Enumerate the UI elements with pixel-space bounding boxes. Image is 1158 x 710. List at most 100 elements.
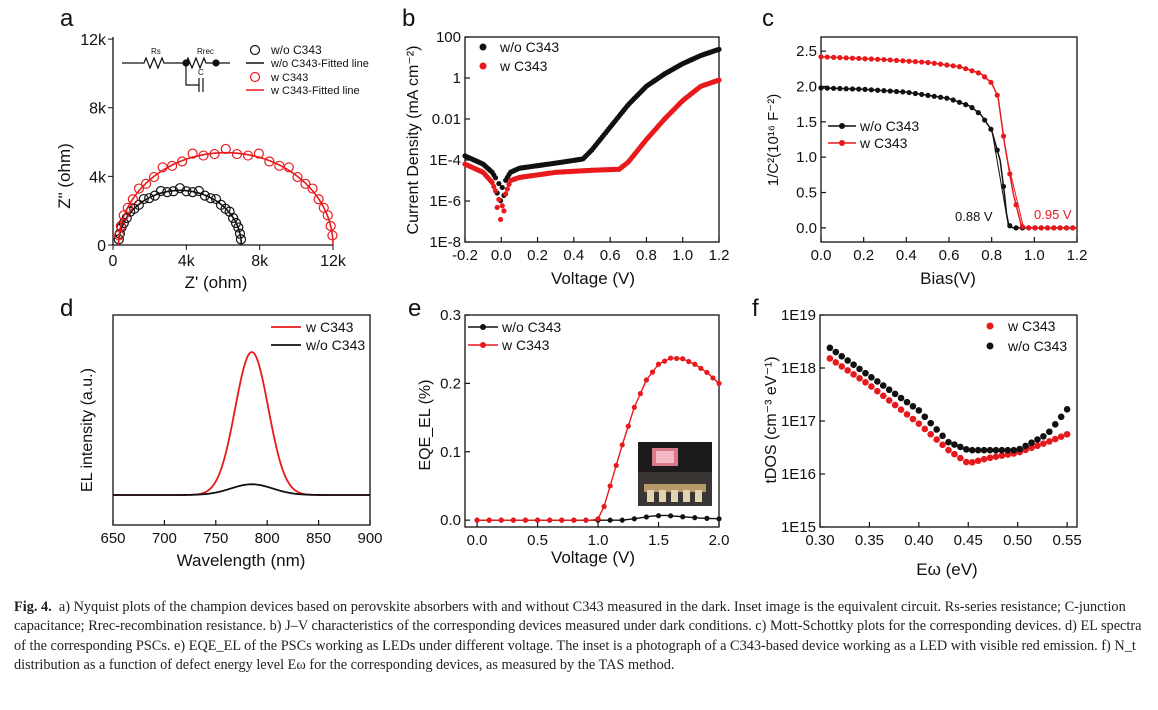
panel-c: c 0.0 0.2 0.4 0.6 0.8 1.0 1.2 0.0 0.5 1.0 1.5 2.0 2.… xyxy=(762,5,1087,288)
data-point xyxy=(499,184,505,191)
legend-b-2: w C343 xyxy=(499,58,548,74)
data-point xyxy=(613,462,619,469)
data-point xyxy=(307,183,318,194)
data-point xyxy=(830,54,837,60)
panel-e-xtick-label: 0.0 xyxy=(467,532,488,549)
panel-d-xtick-label: 800 xyxy=(255,530,280,547)
data-point xyxy=(830,85,837,91)
panel-f-xtick-label: 0.40 xyxy=(904,532,933,549)
data-point xyxy=(931,93,937,99)
panel-c-ytick-label: 1.5 xyxy=(796,114,817,131)
data-point xyxy=(133,183,145,194)
data-point xyxy=(891,401,899,409)
data-point xyxy=(909,415,917,423)
data-point xyxy=(951,450,958,458)
panel-a-ytick-label: 4k xyxy=(89,169,107,186)
data-point xyxy=(891,390,899,398)
data-point xyxy=(140,178,152,189)
data-point xyxy=(957,454,964,462)
panel-letter-e: e xyxy=(408,295,421,322)
annotation-095v: 0.95 V xyxy=(1034,207,1072,222)
data-point xyxy=(595,516,601,522)
panel-e-axes: 0.0 0.5 1.0 1.5 2.0 0.0 0.1 0.2 0.3 xyxy=(440,307,729,549)
panel-d-legend: w C343 w/o C343 xyxy=(271,319,365,353)
data-point xyxy=(637,391,643,397)
panel-f-ytick-label: 1E19 xyxy=(781,307,816,324)
panel-letter-d: d xyxy=(60,295,73,322)
data-point xyxy=(968,459,976,466)
data-point xyxy=(900,58,906,64)
data-point xyxy=(716,77,722,83)
data-point xyxy=(155,185,167,197)
panel-b-xtick-label: 0.8 xyxy=(636,247,657,264)
data-point xyxy=(680,356,686,362)
data-point xyxy=(897,394,905,402)
data-point xyxy=(893,88,900,95)
data-point xyxy=(843,86,849,92)
data-point xyxy=(496,180,502,187)
legend-f-1: w C343 xyxy=(1007,318,1056,334)
data-point xyxy=(950,97,956,103)
panel-b-frame xyxy=(464,36,720,243)
panel-c-ytick-label: 1.0 xyxy=(796,149,817,166)
data-point xyxy=(887,88,893,94)
data-point xyxy=(674,355,680,362)
data-point xyxy=(619,442,625,448)
panel-e-frame xyxy=(464,314,720,528)
panel-b-xlabel: Voltage (V) xyxy=(551,269,635,288)
data-point xyxy=(631,404,637,410)
data-point xyxy=(915,420,923,427)
panel-e-legend: w/o C343 w C343 xyxy=(468,319,561,353)
data-point xyxy=(968,446,976,454)
data-point xyxy=(228,212,239,224)
data-point xyxy=(927,430,935,438)
circuit-label-c: C xyxy=(198,68,204,77)
data-point xyxy=(912,59,919,65)
data-point xyxy=(838,352,846,360)
data-point xyxy=(856,365,863,373)
data-point xyxy=(921,425,929,433)
panel-a-ytick-label: 8k xyxy=(89,101,107,118)
panel-b-ytick-label: 1E-8 xyxy=(429,234,461,251)
panel-f-xtick-label: 0.50 xyxy=(1003,532,1032,549)
data-point xyxy=(850,361,857,369)
data-point xyxy=(144,193,155,204)
fit-line xyxy=(991,128,1010,228)
data-point xyxy=(844,357,851,364)
panel-e-ytick-label: 0.1 xyxy=(440,444,461,461)
panel-b-ytick-label: 1E-6 xyxy=(429,193,461,210)
circuit-label-rrec: Rrec xyxy=(197,47,214,56)
data-point xyxy=(231,148,243,160)
data-point xyxy=(506,181,512,187)
data-point xyxy=(1057,413,1065,421)
data-point xyxy=(887,57,893,63)
panel-b-legend: w/o C343 w C343 xyxy=(479,39,559,74)
legend-a-3: w C343 xyxy=(270,72,308,84)
data-point xyxy=(522,517,529,523)
legend-f-2: w/o C343 xyxy=(1007,338,1067,354)
data-point xyxy=(534,517,541,523)
panel-d: d 650 700 750 800 850 900 Wavelength (nm) EL … xyxy=(60,295,383,570)
panel-f: f 0.30 0.35 0.40 0.45 0.50 0.55 1E15 1E16 1E17 1E… xyxy=(752,295,1082,579)
led-photo-inset xyxy=(638,442,712,506)
data-point xyxy=(233,222,244,233)
data-point xyxy=(957,443,964,451)
data-point xyxy=(1026,225,1032,231)
data-point xyxy=(292,171,303,183)
panel-d-xtick-label: 750 xyxy=(203,530,228,547)
data-point xyxy=(826,355,834,362)
panel-e-ytick-label: 0.2 xyxy=(440,375,461,392)
data-point xyxy=(494,204,500,211)
data-point xyxy=(625,423,631,429)
data-point xyxy=(937,61,944,67)
series-line xyxy=(113,483,370,496)
panel-a-xtick-label: 12k xyxy=(320,253,347,270)
data-point xyxy=(167,160,178,171)
data-point xyxy=(133,199,144,210)
panel-f-xtick-label: 0.45 xyxy=(954,532,983,549)
data-point xyxy=(177,156,188,167)
data-point xyxy=(498,517,504,523)
data-point xyxy=(874,378,881,385)
caption-label: Fig. 4. xyxy=(14,599,52,615)
